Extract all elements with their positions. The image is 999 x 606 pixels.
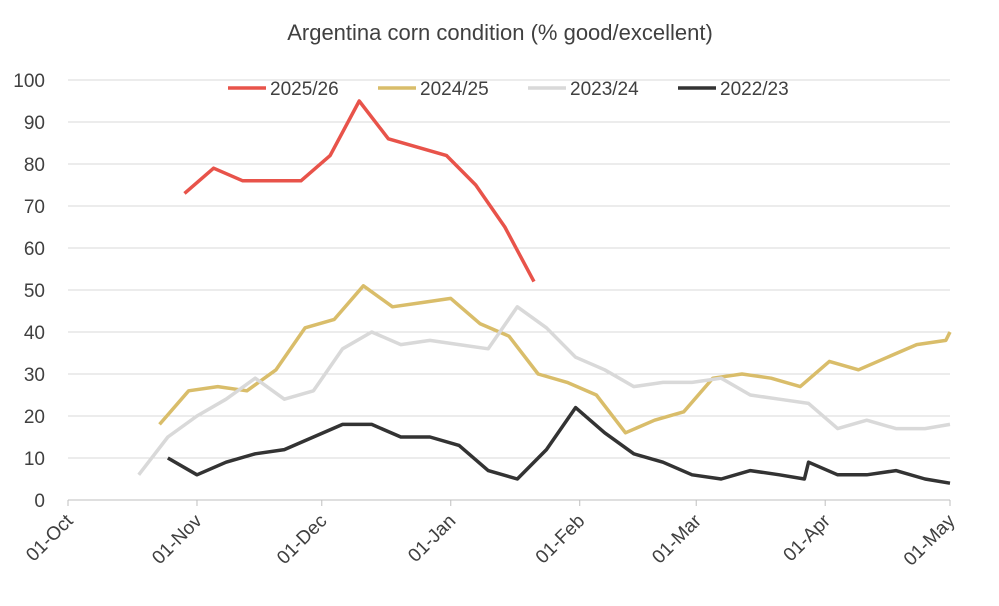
- y-tick-label: 90: [24, 113, 45, 134]
- x-tick-label: 01-May: [900, 510, 960, 570]
- series-line: [158, 284, 952, 435]
- series-line: [183, 99, 536, 283]
- legend-label: 2025/26: [270, 79, 339, 100]
- x-tick-label: 01-Apr: [780, 510, 836, 566]
- chart-title: Argentina corn condition (% good/excelle…: [287, 20, 713, 45]
- y-tick-label: 80: [24, 155, 45, 176]
- series-line: [137, 305, 951, 476]
- y-tick-label: 60: [24, 239, 45, 260]
- x-tick-label: 01-Nov: [148, 510, 207, 569]
- x-tick-label: 01-Mar: [648, 510, 706, 568]
- x-tick-label: 01-Oct: [22, 510, 78, 566]
- y-tick-label: 0: [34, 491, 45, 512]
- series-line: [166, 405, 951, 485]
- x-tick-label: 01-Feb: [532, 511, 589, 568]
- legend-label: 2023/24: [570, 79, 639, 100]
- y-tick-label: 50: [24, 281, 45, 302]
- y-tick-label: 100: [13, 71, 45, 92]
- legend-label: 2022/23: [720, 79, 789, 100]
- y-tick-label: 20: [24, 407, 45, 428]
- legend-label: 2024/25: [420, 79, 489, 100]
- x-tick-label: 01-Jan: [404, 511, 460, 567]
- y-tick-label: 30: [24, 365, 45, 386]
- y-tick-label: 70: [24, 197, 45, 218]
- y-tick-label: 10: [24, 449, 45, 470]
- y-tick-label: 40: [24, 323, 45, 344]
- x-tick-label: 01-Dec: [273, 511, 331, 569]
